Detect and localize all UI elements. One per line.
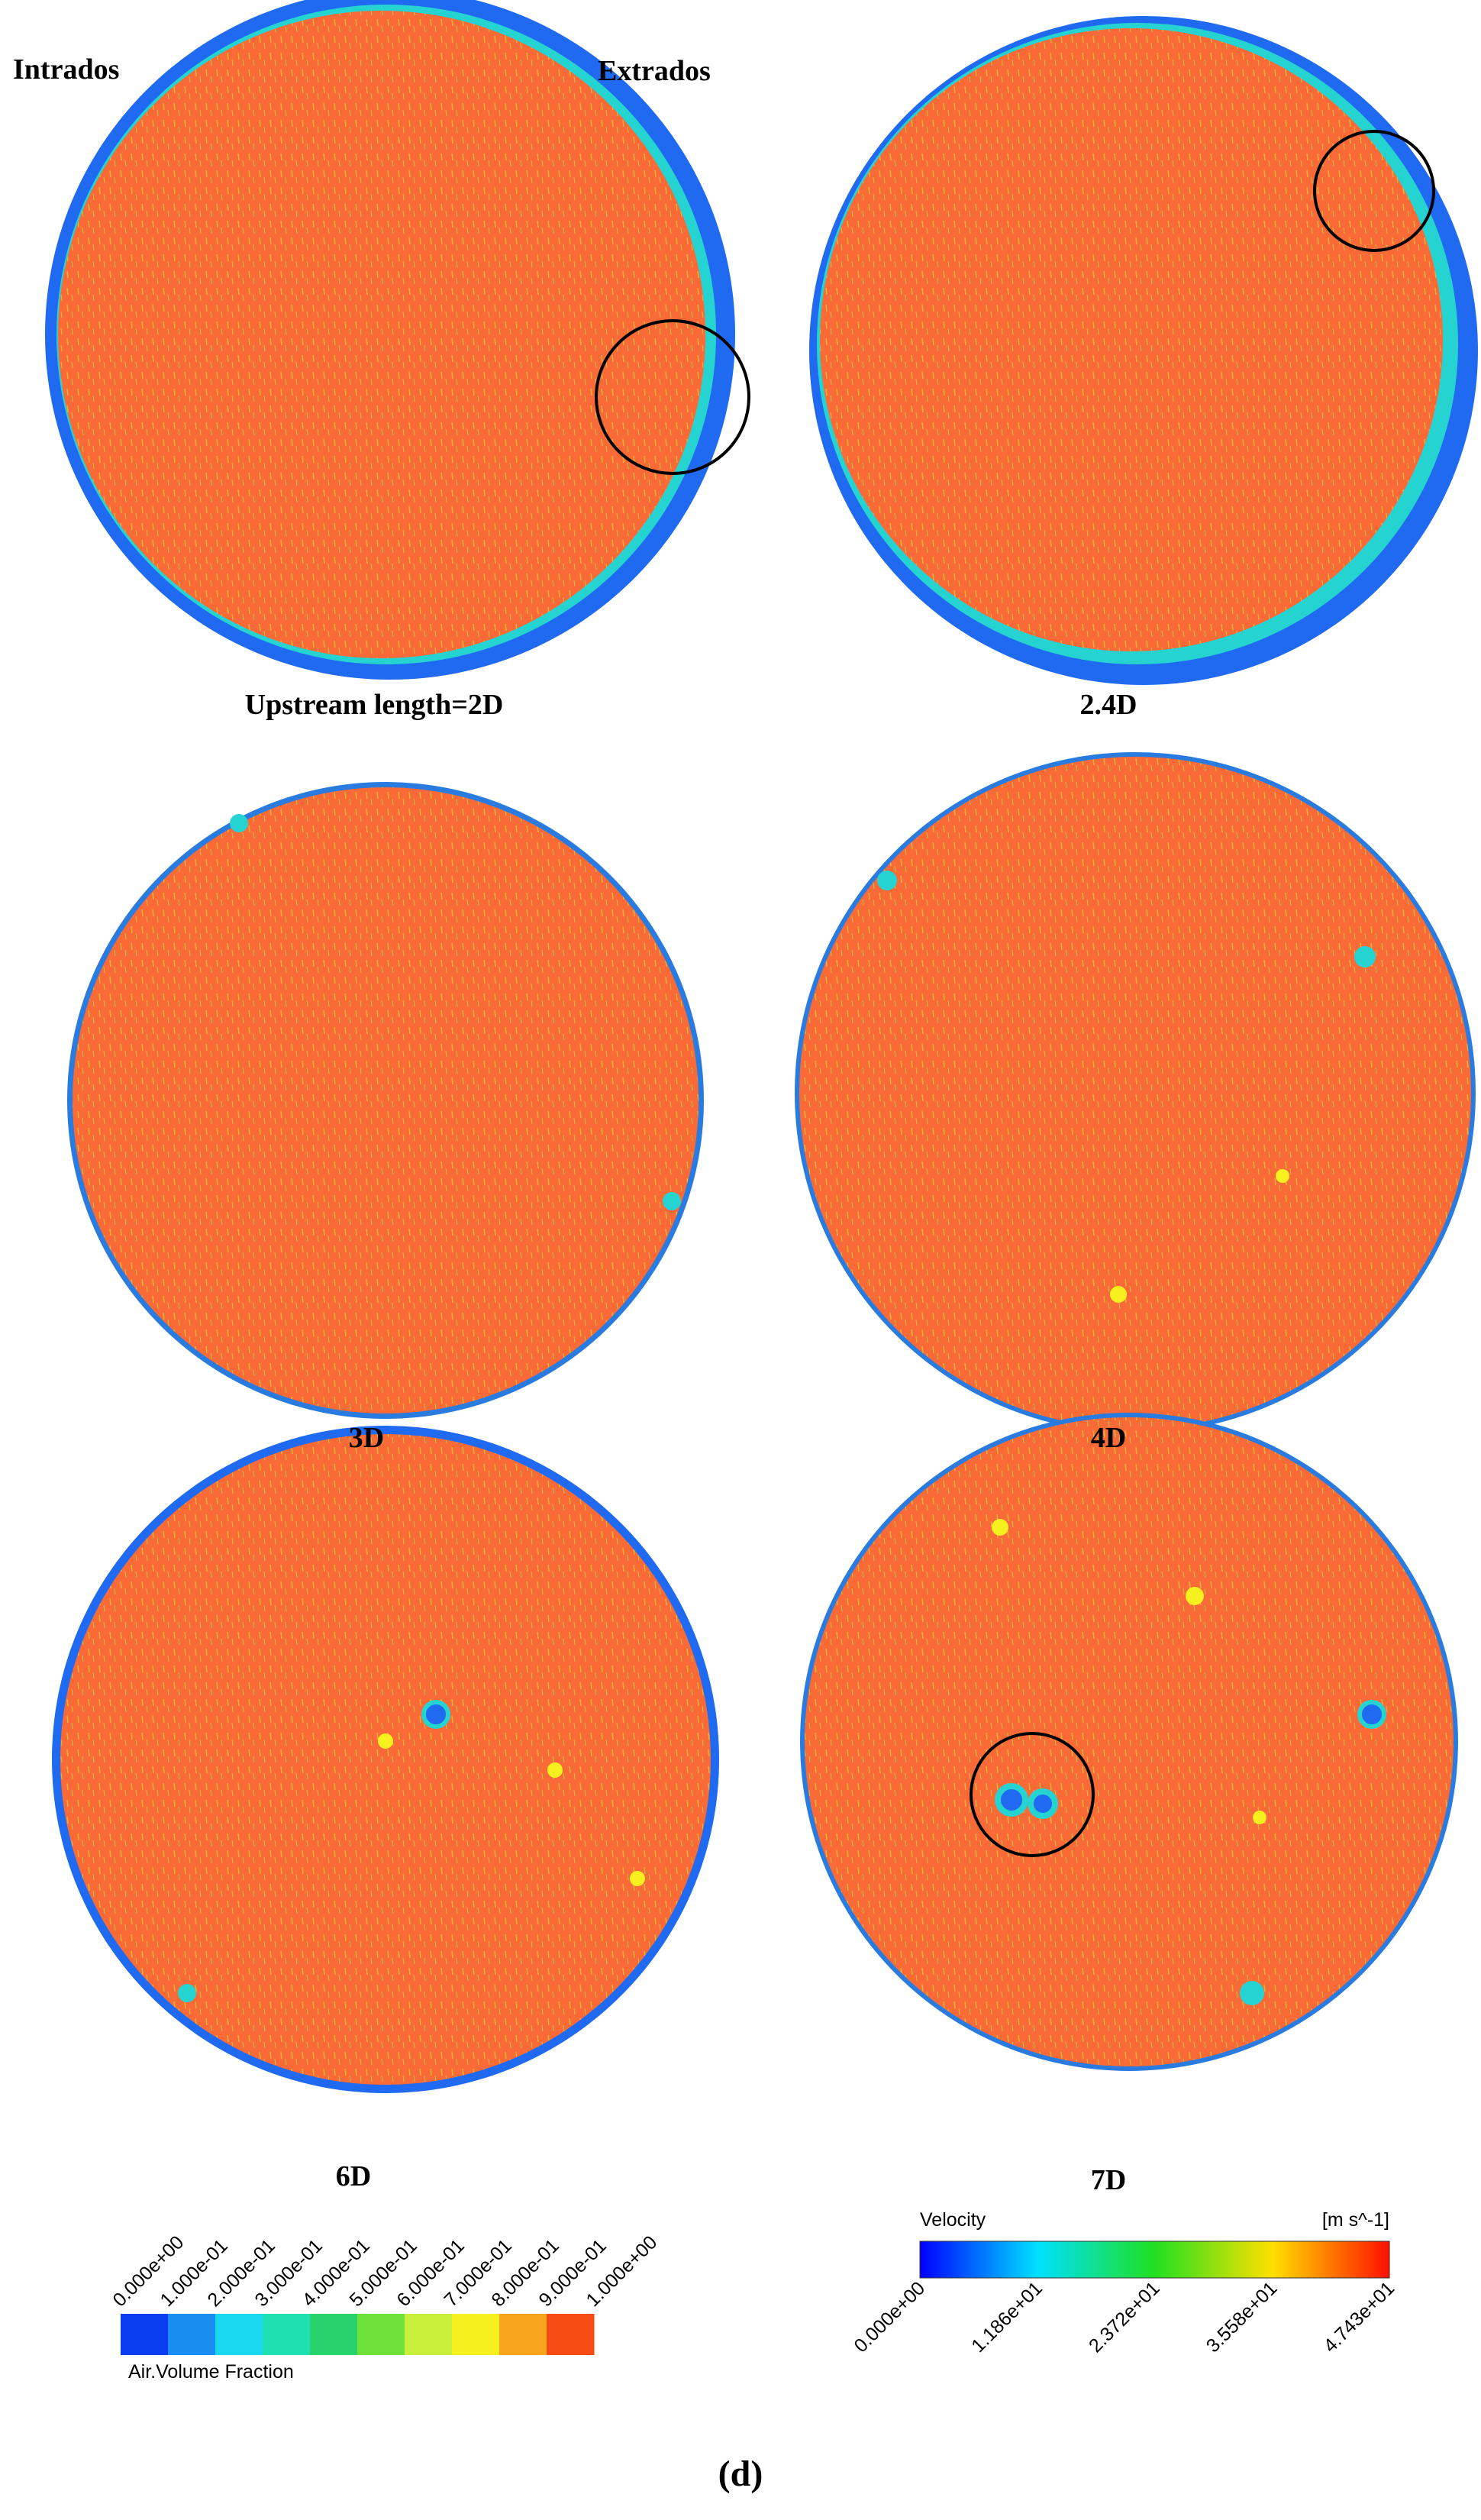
colorbar-segment — [357, 2314, 405, 2355]
colorbar-title: Velocity — [920, 2209, 986, 2231]
colorbar-segment — [263, 2314, 311, 2355]
panel-label: 6D — [336, 2160, 371, 2192]
colorbar-segment — [310, 2314, 358, 2355]
colorbar-segment — [121, 2314, 169, 2355]
colorbar-segment — [215, 2314, 263, 2355]
side-label: Intrados — [13, 53, 119, 86]
colorbar-segment — [168, 2314, 216, 2355]
colorbar-tick-label: 1.186e+01 — [967, 2277, 1047, 2357]
colorbar-tick-label: 0.000e+00 — [850, 2277, 929, 2357]
colorbar-segment — [452, 2314, 500, 2355]
panel-3d — [67, 782, 704, 1419]
panel-2d — [45, 0, 750, 680]
panel-label: 7D — [1091, 2164, 1126, 2196]
colorbar-tick-label: 3.558e+01 — [1202, 2277, 1282, 2357]
panel-7d — [800, 1413, 1458, 2071]
side-label: Extrados — [598, 55, 711, 87]
colorbar-unit: [m s^-1] — [1322, 2209, 1389, 2231]
colorbar-segment — [499, 2314, 547, 2355]
velocity-colorbar — [919, 2241, 1390, 2279]
panel-4d — [795, 752, 1476, 1433]
panel-6d — [52, 1426, 719, 2093]
colorbar-segment — [547, 2314, 595, 2355]
colorbar-title: Air.Volume Fraction — [128, 2361, 294, 2383]
panel-label: 2.4D — [1080, 689, 1137, 721]
panel-label: 3D — [349, 1422, 384, 1454]
caption: (d) — [718, 2454, 763, 2494]
colorbar-segment — [405, 2314, 453, 2355]
panel-2-4d — [809, 16, 1478, 685]
colorbar-tick-label: 4.743e+01 — [1319, 2277, 1399, 2357]
panel-label: Upstream length=2D — [245, 689, 504, 721]
panel-label: 4D — [1091, 1422, 1126, 1454]
colorbar-tick-label: 2.372e+01 — [1085, 2277, 1164, 2357]
